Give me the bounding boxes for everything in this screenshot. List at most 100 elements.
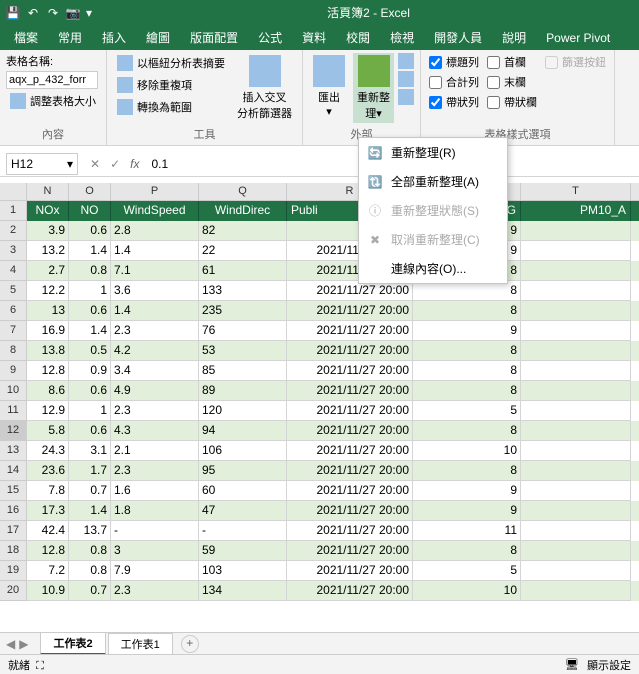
menu-refresh[interactable]: 🔄重新整理(R) <box>359 138 507 167</box>
cell[interactable] <box>521 341 631 361</box>
cell[interactable]: 1 <box>69 401 111 421</box>
row-header[interactable]: 17 <box>0 521 27 541</box>
cell[interactable] <box>521 401 631 421</box>
row-header[interactable]: 7 <box>0 321 27 341</box>
cell[interactable] <box>521 501 631 521</box>
browser-icon[interactable] <box>398 71 414 87</box>
cancel-formula-icon[interactable]: ✕ <box>90 157 100 171</box>
cell[interactable]: 7.8 <box>27 481 69 501</box>
cell[interactable]: 3.4 <box>111 361 199 381</box>
cell[interactable]: 59 <box>199 541 287 561</box>
table-row[interactable]: 4 2.7 0.8 7.1 61 2021/11/27 20:00 8 <box>0 261 639 281</box>
cell[interactable]: 10 <box>413 441 521 461</box>
row-header[interactable]: 4 <box>0 261 27 281</box>
check-header[interactable]: 標題列 <box>427 53 481 71</box>
row-header[interactable]: 13 <box>0 441 27 461</box>
cell[interactable]: 7.2 <box>27 561 69 581</box>
fh-wd[interactable]: WindDirec <box>199 201 287 221</box>
select-all-corner[interactable] <box>0 183 27 200</box>
cell[interactable]: 2021/11/27 20:00 <box>287 381 413 401</box>
cell[interactable]: 2021/11/27 20:00 <box>287 401 413 421</box>
cell[interactable]: 47 <box>199 501 287 521</box>
cell[interactable]: 12.2 <box>27 281 69 301</box>
cell[interactable]: 5 <box>413 401 521 421</box>
cell[interactable]: 8 <box>413 541 521 561</box>
row-header[interactable]: 12 <box>0 421 27 441</box>
cell[interactable]: 0.9 <box>69 361 111 381</box>
cell[interactable]: 2.3 <box>111 461 199 481</box>
cell[interactable]: 1.4 <box>69 241 111 261</box>
tab-powerpivot[interactable]: Power Pivot <box>536 27 620 49</box>
cell[interactable]: 2021/11/27 20:00 <box>287 461 413 481</box>
sheet-tab-2[interactable]: 工作表1 <box>108 633 173 654</box>
redo-icon[interactable]: ↷ <box>46 6 60 20</box>
cell[interactable] <box>521 281 631 301</box>
table-row[interactable]: 7 16.9 1.4 2.3 76 2021/11/27 20:00 9 <box>0 321 639 341</box>
row-header[interactable]: 14 <box>0 461 27 481</box>
cell[interactable]: 0.6 <box>69 221 111 241</box>
cell[interactable]: 60 <box>199 481 287 501</box>
cell[interactable]: 5.8 <box>27 421 69 441</box>
cell[interactable]: 2.8 <box>111 221 199 241</box>
cell[interactable] <box>521 301 631 321</box>
cell[interactable]: 12.8 <box>27 541 69 561</box>
table-row[interactable]: 3 13.2 1.4 1.4 22 2021/11/27 20:00 9 <box>0 241 639 261</box>
qat-dropdown-icon[interactable]: ▾ <box>86 6 92 20</box>
row-header[interactable]: 3 <box>0 241 27 261</box>
cell[interactable]: 3.1 <box>69 441 111 461</box>
cell[interactable]: 7.1 <box>111 261 199 281</box>
cell[interactable]: 4.9 <box>111 381 199 401</box>
cell[interactable]: 134 <box>199 581 287 601</box>
sheet-tab-1[interactable]: 工作表2 <box>40 632 105 655</box>
row-header[interactable]: 8 <box>0 341 27 361</box>
cell[interactable]: 2021/11/27 20:00 <box>287 501 413 521</box>
cell[interactable]: 23.6 <box>27 461 69 481</box>
cell[interactable]: 85 <box>199 361 287 381</box>
cell[interactable] <box>521 381 631 401</box>
cell[interactable]: 2021/11/27 20:00 <box>287 521 413 541</box>
cell[interactable]: 235 <box>199 301 287 321</box>
tab-review[interactable]: 校閱 <box>336 25 380 50</box>
cell[interactable]: 0.5 <box>69 341 111 361</box>
cell[interactable]: 13.2 <box>27 241 69 261</box>
cell[interactable]: 13.8 <box>27 341 69 361</box>
cell[interactable]: 3.6 <box>111 281 199 301</box>
row-header[interactable]: 16 <box>0 501 27 521</box>
cell[interactable]: 2.3 <box>111 321 199 341</box>
spreadsheet-grid[interactable]: N O P Q R S T 1 NOx NO WindSpeed WindDir… <box>0 183 639 601</box>
cell[interactable]: 95 <box>199 461 287 481</box>
tab-developer[interactable]: 開發人員 <box>424 25 492 50</box>
tab-home[interactable]: 常用 <box>48 25 92 50</box>
check-filter[interactable]: 篩選按鈕 <box>543 53 608 71</box>
camera-icon[interactable]: 📷 <box>66 6 80 20</box>
cell[interactable]: 2021/11/27 20:00 <box>287 541 413 561</box>
cell[interactable] <box>521 321 631 341</box>
cell[interactable]: 2021/11/27 20:00 <box>287 581 413 601</box>
cell[interactable] <box>521 421 631 441</box>
cell[interactable]: 2.7 <box>27 261 69 281</box>
fh-no[interactable]: NO <box>69 201 111 221</box>
cell[interactable]: 4.2 <box>111 341 199 361</box>
cell[interactable]: 9 <box>413 501 521 521</box>
cell[interactable]: 2.3 <box>111 401 199 421</box>
undo-icon[interactable]: ↶ <box>26 6 40 20</box>
table-row[interactable]: 9 12.8 0.9 3.4 85 2021/11/27 20:00 8 <box>0 361 639 381</box>
cell[interactable]: 61 <box>199 261 287 281</box>
table-row[interactable]: 17 42.4 13.7 - - 2021/11/27 20:00 11 <box>0 521 639 541</box>
table-row[interactable]: 20 10.9 0.7 2.3 134 2021/11/27 20:00 10 <box>0 581 639 601</box>
add-sheet-button[interactable]: + <box>181 635 199 653</box>
cell[interactable]: 0.8 <box>69 261 111 281</box>
sheet-next-icon[interactable]: ▶ <box>19 637 28 651</box>
display-settings[interactable]: 顯示設定 <box>587 657 631 673</box>
tab-insert[interactable]: 插入 <box>92 25 136 50</box>
cell[interactable]: 42.4 <box>27 521 69 541</box>
tab-file[interactable]: 檔案 <box>4 25 48 50</box>
cell[interactable]: 0.8 <box>69 541 111 561</box>
cell[interactable]: 1.7 <box>69 461 111 481</box>
cell[interactable]: 13.7 <box>69 521 111 541</box>
cell[interactable]: 24.3 <box>27 441 69 461</box>
cell[interactable]: 8.6 <box>27 381 69 401</box>
col-header-Q[interactable]: Q <box>199 183 287 200</box>
cell[interactable]: 8 <box>413 281 521 301</box>
row-header[interactable]: 5 <box>0 281 27 301</box>
